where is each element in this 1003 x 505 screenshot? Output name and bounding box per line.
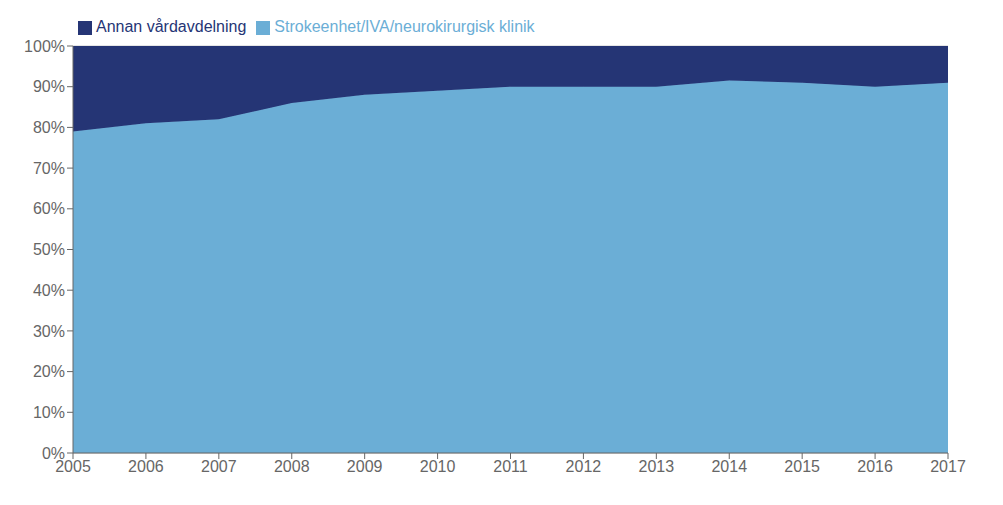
svg-text:70%: 70% xyxy=(33,160,65,177)
svg-text:10%: 10% xyxy=(33,404,65,421)
svg-text:30%: 30% xyxy=(33,323,65,340)
svg-text:100%: 100% xyxy=(24,38,65,55)
svg-text:2012: 2012 xyxy=(566,458,602,475)
svg-text:2008: 2008 xyxy=(274,458,310,475)
svg-text:60%: 60% xyxy=(33,200,65,217)
svg-text:2009: 2009 xyxy=(347,458,383,475)
svg-text:50%: 50% xyxy=(33,241,65,258)
svg-text:2005: 2005 xyxy=(55,458,91,476)
svg-text:2015: 2015 xyxy=(784,458,820,475)
html-text:Strokeenhet/IVA/neurokirurgisk: Strokeenhet/IVA/neurokirurgisk klinik xyxy=(274,18,535,35)
svg-text:2017: 2017 xyxy=(930,458,966,475)
svg-text:2014: 2014 xyxy=(711,458,747,475)
svg-text:80%: 80% xyxy=(33,119,65,136)
svg-text:2010: 2010 xyxy=(420,458,456,475)
svg-text:2006: 2006 xyxy=(128,458,164,475)
html-text:Annan vårdavdelning: Annan vårdavdelning xyxy=(96,18,247,35)
svg-text:2013: 2013 xyxy=(639,458,675,475)
svg-text:0%: 0% xyxy=(42,445,65,462)
svg-text:2007: 2007 xyxy=(201,458,237,475)
svg-text:40%: 40% xyxy=(33,282,65,299)
svg-text:90%: 90% xyxy=(33,78,65,95)
svg-text:2016: 2016 xyxy=(857,458,893,475)
svg-text:2011: 2011 xyxy=(493,458,528,475)
svg-text:20%: 20% xyxy=(33,363,65,380)
